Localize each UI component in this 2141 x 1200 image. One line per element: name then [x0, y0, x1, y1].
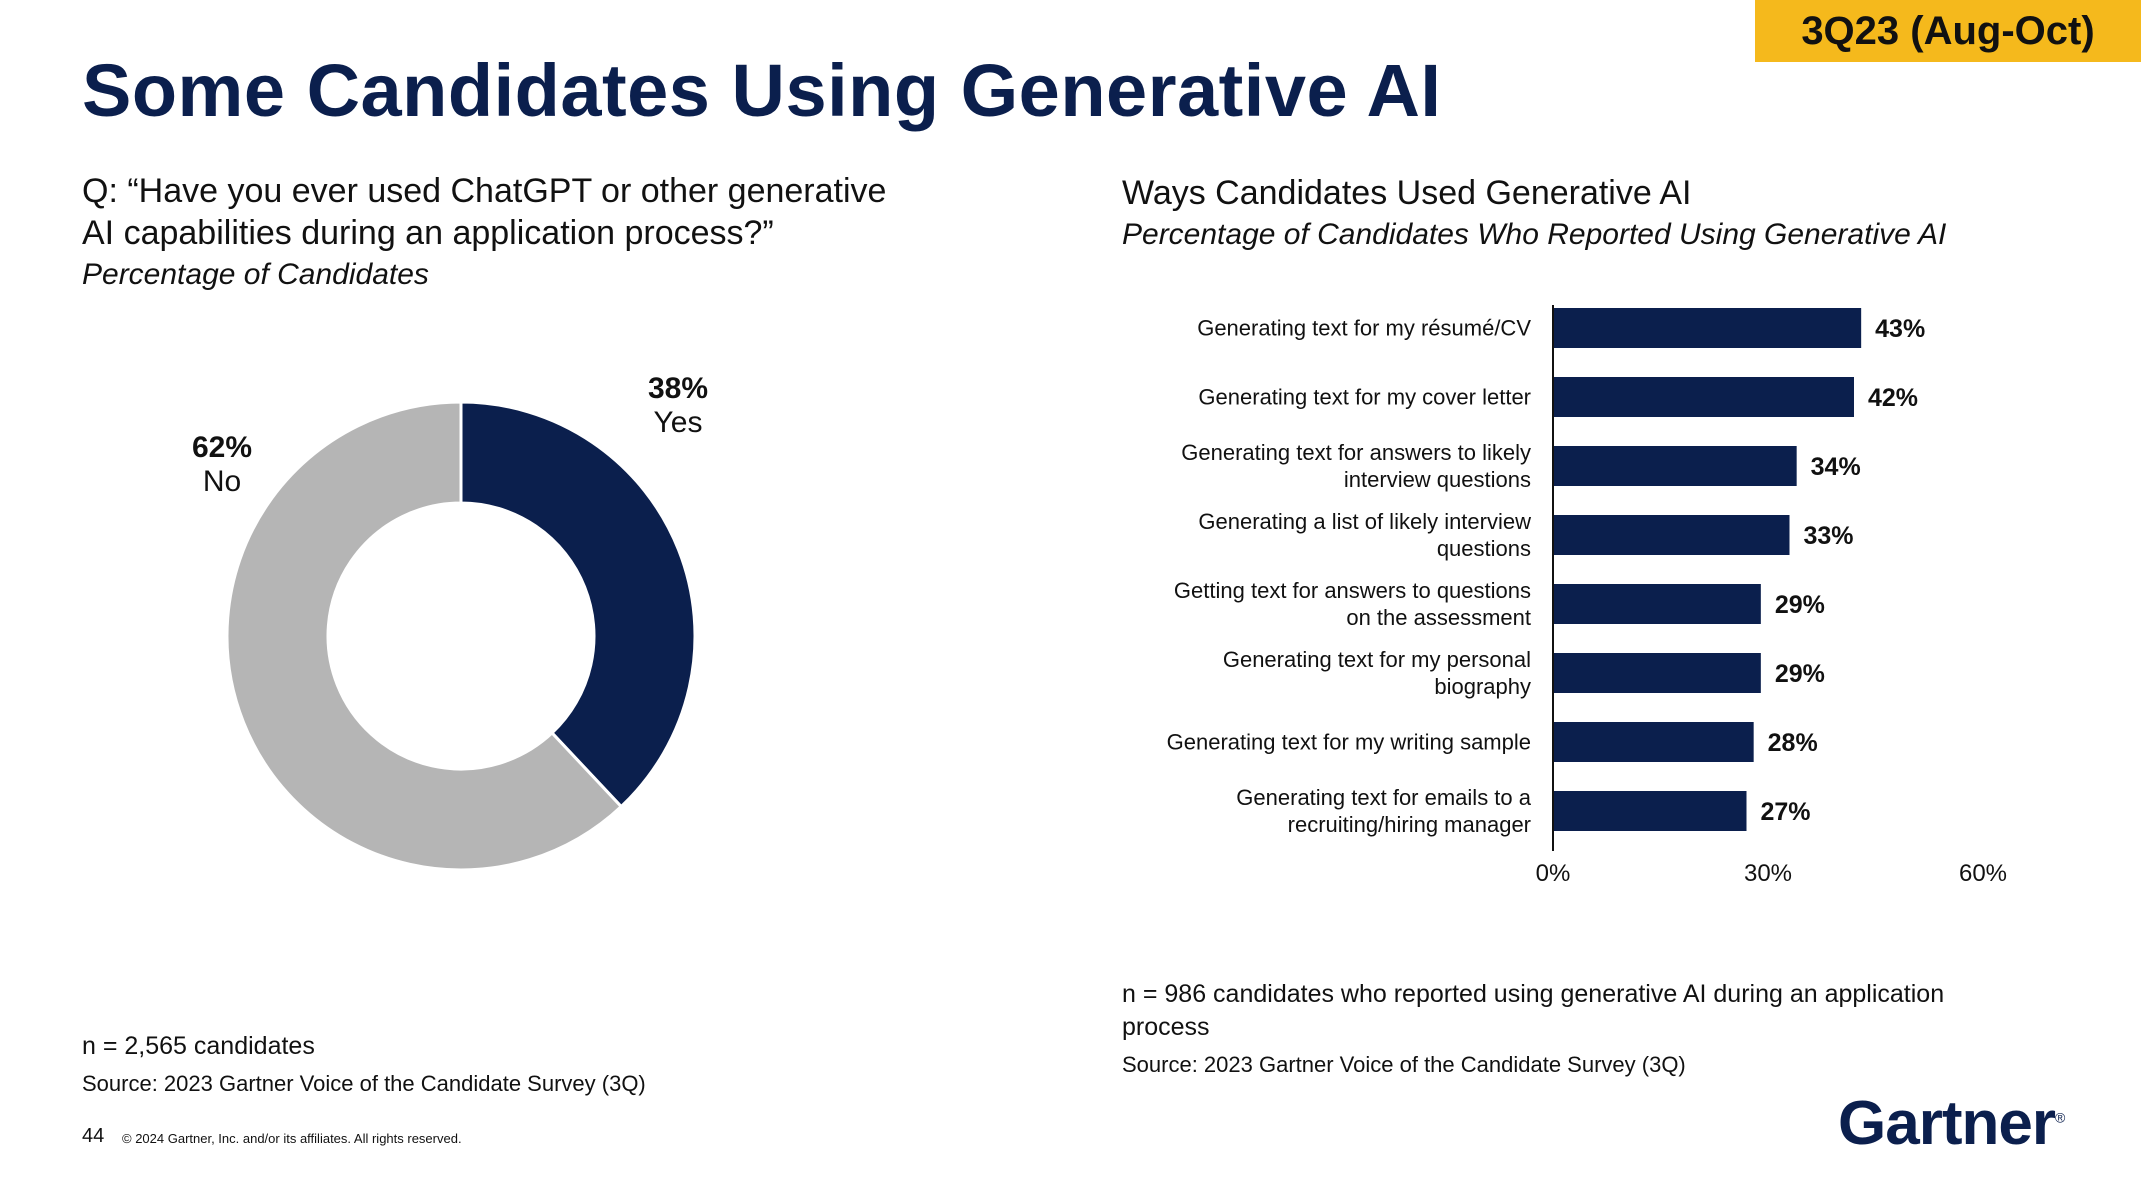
bar [1553, 584, 1761, 624]
page-number: 44 [82, 1125, 105, 1147]
bar-value-label: 27% [1761, 798, 1811, 826]
donut-question-line2: AI capabilities during an application pr… [82, 214, 774, 252]
bar-category-label: Generating text for my cover letter [1198, 384, 1531, 410]
bar [1553, 377, 1854, 417]
bar-category-label: Generating text for answers to likely int… [1181, 440, 1531, 492]
donut-category-no: No [202, 465, 242, 498]
x-tick-label: 30% [1744, 860, 1792, 887]
gartner-logo-mark: ® [2054, 1109, 2065, 1126]
x-tick-label: 60% [1959, 860, 2007, 887]
right-sample-note-line2: process [1122, 1013, 1210, 1041]
bar-value-label: 34% [1811, 453, 1861, 481]
donut-label-yes: 38% Yes [612, 372, 744, 440]
period-badge: 3Q23 (Aug-Oct) [1755, 0, 2141, 62]
left-source: Source: 2023 Gartner Voice of the Candid… [82, 1071, 646, 1096]
bar-category-label: Generating text for my personal biography [1222, 647, 1531, 699]
bar-category-label: Generating text for emails to a recruitin… [1236, 785, 1531, 837]
donut-subtitle: Percentage of Candidates [82, 258, 429, 291]
bar-category-label: Generating text for my résumé/CV [1197, 315, 1531, 341]
donut-slice-no [225, 400, 624, 872]
bar [1553, 446, 1797, 486]
left-sample-note: n = 2,565 candidates [82, 1032, 315, 1060]
donut-chart [225, 400, 697, 872]
bar [1553, 308, 1862, 348]
donut-label-no: 62% No [156, 431, 288, 499]
bar-category-label: Generating text for my writing sample [1166, 729, 1531, 755]
bar [1553, 722, 1754, 762]
donut-question-line1: Q: “Have you ever used ChatGPT or other … [82, 172, 887, 210]
bar-chart-subtitle: Percentage of Candidates Who Reported Us… [1122, 218, 1947, 251]
bar-value-label: 29% [1775, 660, 1825, 688]
bar-category-labels: Generating text for my résumé/CV Generati… [1050, 0, 1531, 1000]
bar-value-label: 28% [1768, 729, 1818, 757]
donut-value-no: 62% [191, 431, 253, 464]
bar [1553, 791, 1747, 831]
copyright-notice: © 2024 Gartner, Inc. and/or its affiliat… [122, 1131, 462, 1146]
bar [1553, 515, 1790, 555]
bar-value-label: 42% [1868, 384, 1918, 412]
bar-chart-title: Ways Candidates Used Generative AI [1122, 174, 1692, 212]
bar-value-label: 29% [1775, 591, 1825, 619]
right-source: Source: 2023 Gartner Voice of the Candid… [1122, 1052, 1686, 1077]
bar [1553, 653, 1761, 693]
bar-value-label: 43% [1875, 315, 1925, 343]
donut-value-yes: 38% [647, 372, 709, 405]
donut-category-yes: Yes [653, 406, 703, 439]
gartner-logo: Gartner® [1838, 1088, 2065, 1159]
gartner-logo-text: Gartner [1838, 1089, 2056, 1158]
bar-value-label: 33% [1804, 522, 1854, 550]
page-title: Some Candidates Using Generative AI [82, 49, 1442, 132]
x-tick-label: 0% [1536, 860, 1571, 887]
bar-category-label: Generating a list of likely interview que… [1198, 509, 1531, 561]
right-sample-note-line1: n = 986 candidates who reported using ge… [1122, 980, 1945, 1008]
donut-slice-yes [459, 400, 697, 809]
bar-category-label: Getting text for answers to questions on … [1173, 578, 1531, 630]
bar-chart: 43% 42% 34% 33% 29% 29% 28% 27% 0% 30% 60% [1536, 305, 2007, 887]
